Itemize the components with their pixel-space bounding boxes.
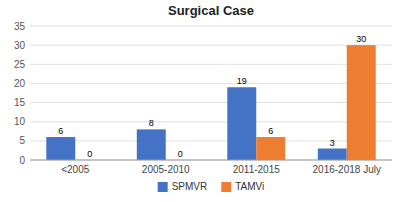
x-tick-label: 2005-2010 [142,164,190,175]
grid-line [30,102,392,103]
data-label: 19 [237,76,247,86]
grid-line [30,121,392,122]
y-tick-label: 15 [14,97,26,108]
grid-line [30,140,392,141]
legend-swatch [221,182,231,192]
grid-line [30,160,392,161]
x-axis-line [30,160,392,161]
y-tick-label: 25 [14,59,26,70]
grid-line [30,45,392,46]
grid-line [30,83,392,84]
x-tick-label: <2005 [61,164,90,175]
data-label: 8 [149,118,154,128]
legend-label: TAMVi [235,181,264,192]
data-label: 0 [178,149,183,159]
data-label: 30 [356,34,366,44]
x-tick-label: 2011-2015 [233,164,281,175]
y-tick-label: 10 [14,116,26,127]
y-tick-label: 0 [19,155,25,166]
grid-line [30,26,392,27]
data-label: 0 [87,149,92,159]
bar [46,137,75,160]
y-tick-label: 5 [19,135,25,146]
bar [227,87,256,160]
data-label: 6 [58,126,63,136]
bar [137,129,166,160]
legend: SPMVR TAMVi [158,181,265,192]
bars [46,45,375,160]
title: Surgical Case [168,3,254,18]
chart-container: Surgical Case051015202530356819300630<20… [0,0,400,202]
data-label: 6 [268,126,273,136]
y-tick-label: 20 [14,78,26,89]
bar [347,45,376,160]
grid-line [30,64,392,65]
data-label: 3 [330,138,335,148]
y-tick-label: 35 [14,21,26,32]
bar [318,149,347,160]
legend-swatch [158,182,168,192]
y-tick-label: 30 [14,40,26,51]
x-tick-label: 2016-2018 July [313,164,381,175]
legend-label: SPMVR [172,181,208,192]
bar [256,137,285,160]
chart: Surgical Case051015202530356819300630<20… [0,0,400,202]
